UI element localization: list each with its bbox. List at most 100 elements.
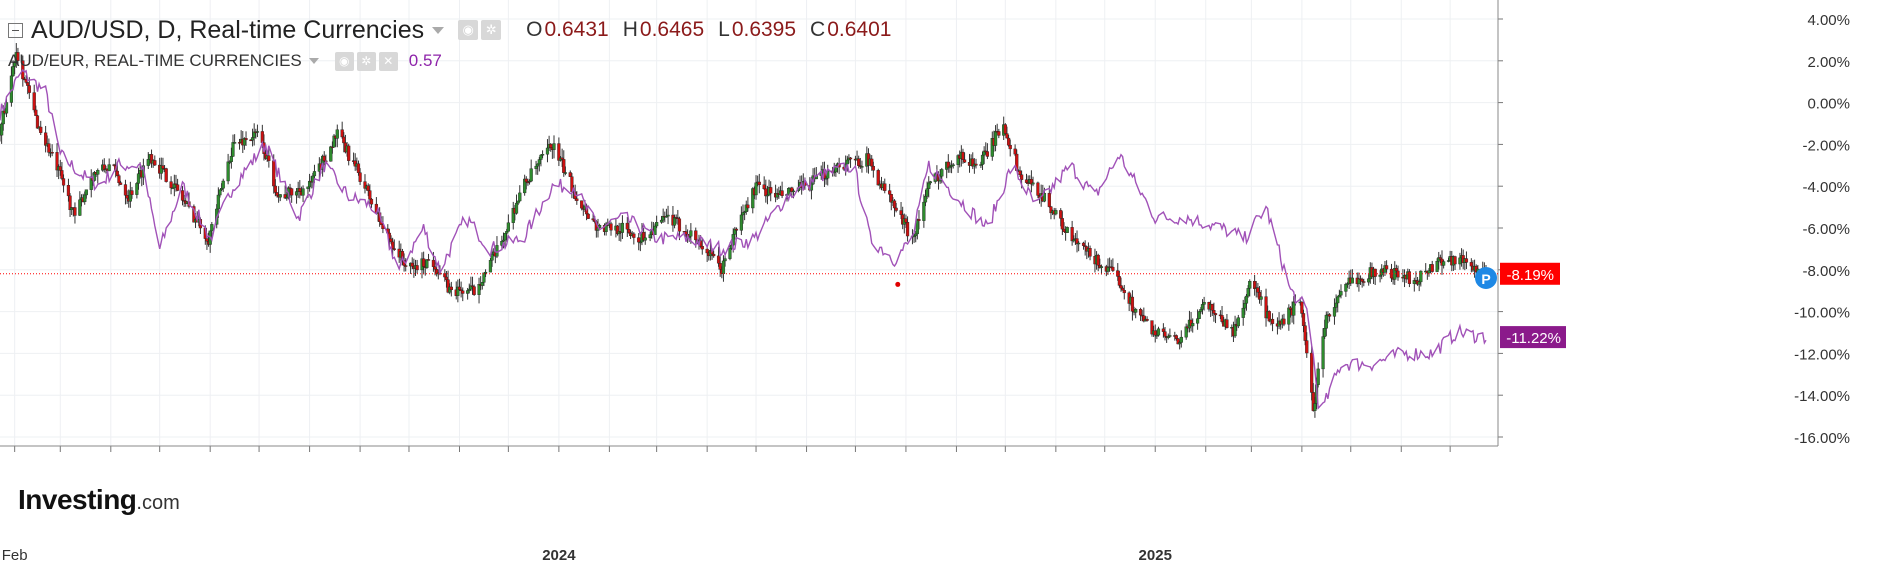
candle-up [9, 75, 14, 103]
collapse-legend-button[interactable] [8, 22, 23, 38]
compare-last-label-bg [1500, 326, 1566, 349]
p-badge-label: P [1481, 271, 1490, 287]
chevron-down-icon[interactable] [308, 58, 319, 64]
candle-down [580, 200, 584, 209]
candle-down [1282, 318, 1286, 325]
eye-icon[interactable]: ◉ [334, 51, 354, 71]
candle-up [536, 163, 540, 167]
candle-down [47, 143, 51, 153]
candle-up [1339, 291, 1343, 296]
candle-down [876, 170, 880, 186]
candle-up [923, 196, 928, 203]
candle-down [1288, 307, 1293, 310]
candle-down [340, 129, 344, 138]
candle-down [290, 188, 294, 196]
gear-icon[interactable]: ✲ [481, 20, 502, 40]
candle-up [1435, 260, 1439, 272]
candle-up [480, 282, 484, 286]
candle-down [161, 165, 165, 169]
candle-up [754, 182, 758, 196]
p-badge-icon[interactable] [1475, 267, 1497, 289]
candle-down [716, 255, 721, 264]
candle-down [1305, 340, 1309, 354]
candle-down [66, 185, 71, 197]
candle-up [301, 188, 305, 196]
ohlc-values: O 0.6431 H 0.6465 L 0.6395 C 0.6401 [512, 18, 891, 42]
main-series-title[interactable]: AUD/USD, D, Real-time Currencies [31, 15, 425, 44]
candle-down [780, 190, 784, 196]
candle-down [560, 157, 564, 160]
candle-up [529, 168, 533, 182]
candle-up [1156, 328, 1161, 336]
candle-down [609, 223, 613, 231]
candle-down [117, 175, 121, 183]
candle-down [404, 265, 408, 267]
x-tick-label: 2025 [1139, 547, 1172, 564]
candle-down [26, 82, 30, 86]
candle-up [518, 192, 522, 202]
close-value: 0.6401 [827, 18, 892, 41]
candle-up [1179, 336, 1183, 343]
candle-up [728, 248, 732, 259]
candle-down [244, 138, 248, 141]
candle-up [993, 131, 998, 146]
candle-up [483, 271, 488, 274]
candle-up [1134, 309, 1138, 313]
eye-icon[interactable]: ◉ [458, 20, 479, 40]
candle-down [1161, 328, 1165, 332]
candle-up [146, 159, 150, 166]
chevron-down-icon[interactable] [432, 26, 445, 34]
candle-down [1360, 279, 1364, 282]
candle-up [539, 154, 543, 160]
candle-up [219, 188, 224, 191]
candle-up [537, 159, 541, 165]
logo-suffix: .com [136, 492, 180, 514]
candle-down [917, 219, 921, 221]
candle-down [586, 213, 590, 219]
candle-up [135, 183, 139, 195]
candle-up [1323, 328, 1327, 337]
candle-down [1270, 318, 1275, 324]
candle-up [477, 284, 481, 295]
high-label: H [622, 18, 638, 41]
candle-down [431, 259, 436, 267]
candle-up [96, 170, 100, 175]
candle-down [389, 238, 393, 243]
candle-down [700, 245, 704, 250]
candle-down [637, 237, 641, 243]
candle-up [1292, 301, 1296, 316]
candle-down [1005, 133, 1009, 139]
candle-up [620, 222, 625, 233]
gear-icon[interactable]: ✲ [356, 51, 376, 71]
candle-down [1300, 301, 1304, 314]
candle-up [1337, 294, 1341, 298]
candle-down [1327, 314, 1332, 317]
candle-down [1153, 330, 1157, 336]
candle-up [312, 171, 317, 177]
close-icon[interactable]: ✕ [378, 51, 398, 71]
candle-down [1036, 182, 1040, 196]
candle-down [444, 276, 449, 280]
candle-down [1438, 257, 1442, 260]
candle-down [273, 185, 277, 193]
candle-up [1321, 336, 1325, 370]
candle-down [55, 152, 59, 171]
candle-up [1, 110, 5, 125]
candle-up [927, 182, 931, 189]
candle-up [306, 186, 310, 189]
investing-logo[interactable]: Investing.com [18, 484, 180, 516]
candle-up [1178, 342, 1182, 345]
low-label: L [718, 18, 730, 41]
candle-up [666, 214, 670, 217]
compare-series-title[interactable]: AUD/EUR, REAL-TIME CURRENCIES [8, 51, 302, 70]
candle-down [1174, 335, 1179, 339]
candle-down [1220, 315, 1224, 322]
candle-down [267, 155, 271, 161]
candle-down [757, 181, 761, 185]
candle-down [366, 185, 370, 191]
candle-down [410, 262, 414, 267]
y-tick-label: -2.00% [1802, 137, 1850, 154]
compare-last-label: -11.22% [1506, 330, 1561, 347]
